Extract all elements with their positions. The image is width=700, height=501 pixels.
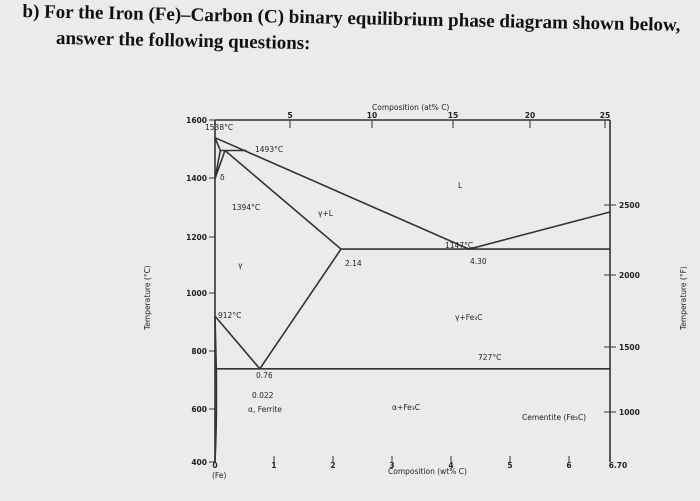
solvus [214,316,218,463]
label: γ+L [318,209,334,218]
label: 1394°C [232,203,260,212]
axis-title: Composition (wt% C) [388,467,467,476]
tick-label: 5 [507,461,512,470]
tick-label: 6.70 [609,461,628,470]
label: L [458,181,463,190]
label: 0.76 [256,371,273,380]
axis-title: Temperature (°C) [143,265,152,331]
axis-note: (Fe) [212,471,226,480]
tick-label: 2 [330,461,335,470]
axis-title: Composition (at% C) [372,103,449,112]
question: b) For the Iron (Fe)–Carbon (C) binary e… [22,1,681,54]
label: δ [220,173,225,182]
tick-label: 20 [525,111,535,120]
tick-label: 6 [566,461,571,470]
phase-diagram: 1538°C 1493°C 1394°C 1147°C 912°C 727°C … [143,103,688,480]
tick-label: 1200 [186,233,207,242]
tick-label: 4 [448,461,453,470]
tick-label: 1000 [619,408,640,417]
label: γ [238,261,243,270]
label: 1147°C [445,241,473,250]
label: γ+Fe₃C [455,313,482,322]
question-line: answer the following questions: [56,28,311,54]
tick-label: 25 [600,111,610,120]
tick-label: 800 [191,347,207,356]
tick-label: 2500 [619,201,640,210]
tick-label: 600 [191,405,207,414]
tick-label: 1600 [186,116,207,125]
label: 1493°C [255,145,283,154]
tick-label: 1 [271,461,276,470]
tick-label: 15 [448,111,458,120]
tick-label: 400 [191,458,207,467]
a3-acm [214,248,342,371]
label: 4.30 [470,257,487,266]
label: α+Fe₃C [392,403,420,412]
label: 727°C [478,353,501,362]
tick-label: 1500 [619,343,640,352]
label: 2.14 [345,259,362,268]
tick-label: 5 [287,111,292,120]
tick-label: 3 [389,461,394,470]
tick-label: 1400 [186,174,207,183]
delta-region [214,137,247,179]
label: α, Ferrite [248,405,282,414]
tick-label: 0 [212,461,217,470]
label: 0.022 [252,391,274,400]
axis-title: Temperature (°F) [679,266,688,331]
tick-label: 2000 [619,271,640,280]
tick-label: 10 [367,111,377,120]
label: 912°C [218,311,241,320]
label: Cementite (Fe₃C) [522,413,586,422]
label: 1538°C [205,123,233,132]
tick-label: 1000 [186,289,207,298]
solidus-eutectic [224,149,610,250]
